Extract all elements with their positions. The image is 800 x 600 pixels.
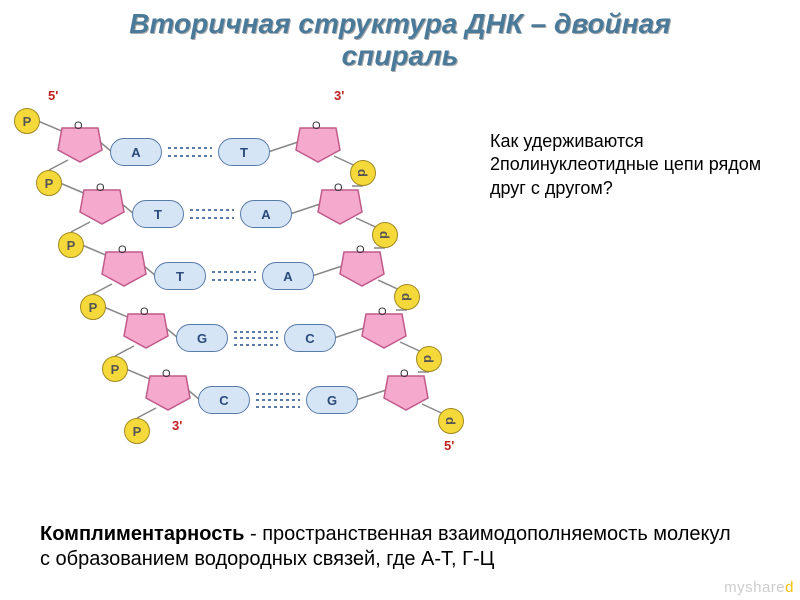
definition-text: Комплиментарность - пространственная вза… bbox=[40, 522, 740, 572]
oxygen-label: O bbox=[400, 368, 409, 380]
oxygen-label: O bbox=[334, 182, 343, 194]
hydrogen-bonds bbox=[168, 140, 212, 164]
title-line2: спираль bbox=[0, 40, 800, 72]
hydrogen-bonds bbox=[234, 326, 278, 350]
base-left: A bbox=[110, 138, 162, 166]
title-line1: Вторичная структура ДНК – двойная bbox=[0, 8, 800, 40]
oxygen-label: O bbox=[312, 120, 321, 132]
end-label-5prime-right: 5' bbox=[444, 438, 454, 453]
end-label-3prime-left: 3' bbox=[172, 418, 182, 433]
definition-term: Комплиментарность bbox=[40, 523, 244, 545]
base-left: C bbox=[198, 386, 250, 414]
base-right: A bbox=[240, 200, 292, 228]
watermark-pre: myshare bbox=[724, 579, 785, 596]
hydrogen-bonds bbox=[212, 264, 256, 288]
phosphate-left: P bbox=[14, 108, 40, 134]
watermark: myshared bbox=[724, 579, 794, 596]
phosphate-left: P bbox=[80, 294, 106, 320]
base-left: T bbox=[132, 200, 184, 228]
base-right: C bbox=[284, 324, 336, 352]
end-label-3prime-right: 3' bbox=[334, 88, 344, 103]
phosphate-right: d bbox=[438, 408, 464, 434]
oxygen-label: O bbox=[118, 244, 127, 256]
end-label-5prime-left: 5' bbox=[48, 88, 58, 103]
base-right: A bbox=[262, 262, 314, 290]
oxygen-label: O bbox=[162, 368, 171, 380]
base-left: T bbox=[154, 262, 206, 290]
base-left: G bbox=[176, 324, 228, 352]
base-right: T bbox=[218, 138, 270, 166]
question-text: Как удерживаются 2полинуклеотидные цепи … bbox=[490, 130, 780, 200]
page-title: Вторичная структура ДНК – двойная спирал… bbox=[0, 0, 800, 72]
phosphate-left: P bbox=[58, 232, 84, 258]
phosphate-left: P bbox=[36, 170, 62, 196]
base-right: G bbox=[306, 386, 358, 414]
phosphate-left: P bbox=[102, 356, 128, 382]
oxygen-label: O bbox=[378, 306, 387, 318]
oxygen-label: O bbox=[356, 244, 365, 256]
hydrogen-bonds bbox=[256, 388, 300, 412]
hydrogen-bonds bbox=[190, 202, 234, 226]
phosphate-left: P bbox=[124, 418, 150, 444]
watermark-accent: d bbox=[785, 579, 794, 596]
oxygen-label: O bbox=[74, 120, 83, 132]
dna-diagram: 5'3'POATOdPOTAOdPOTAOdPOGCOdPOCGOdP3'5' bbox=[10, 82, 450, 472]
oxygen-label: O bbox=[96, 182, 105, 194]
oxygen-label: O bbox=[140, 306, 149, 318]
